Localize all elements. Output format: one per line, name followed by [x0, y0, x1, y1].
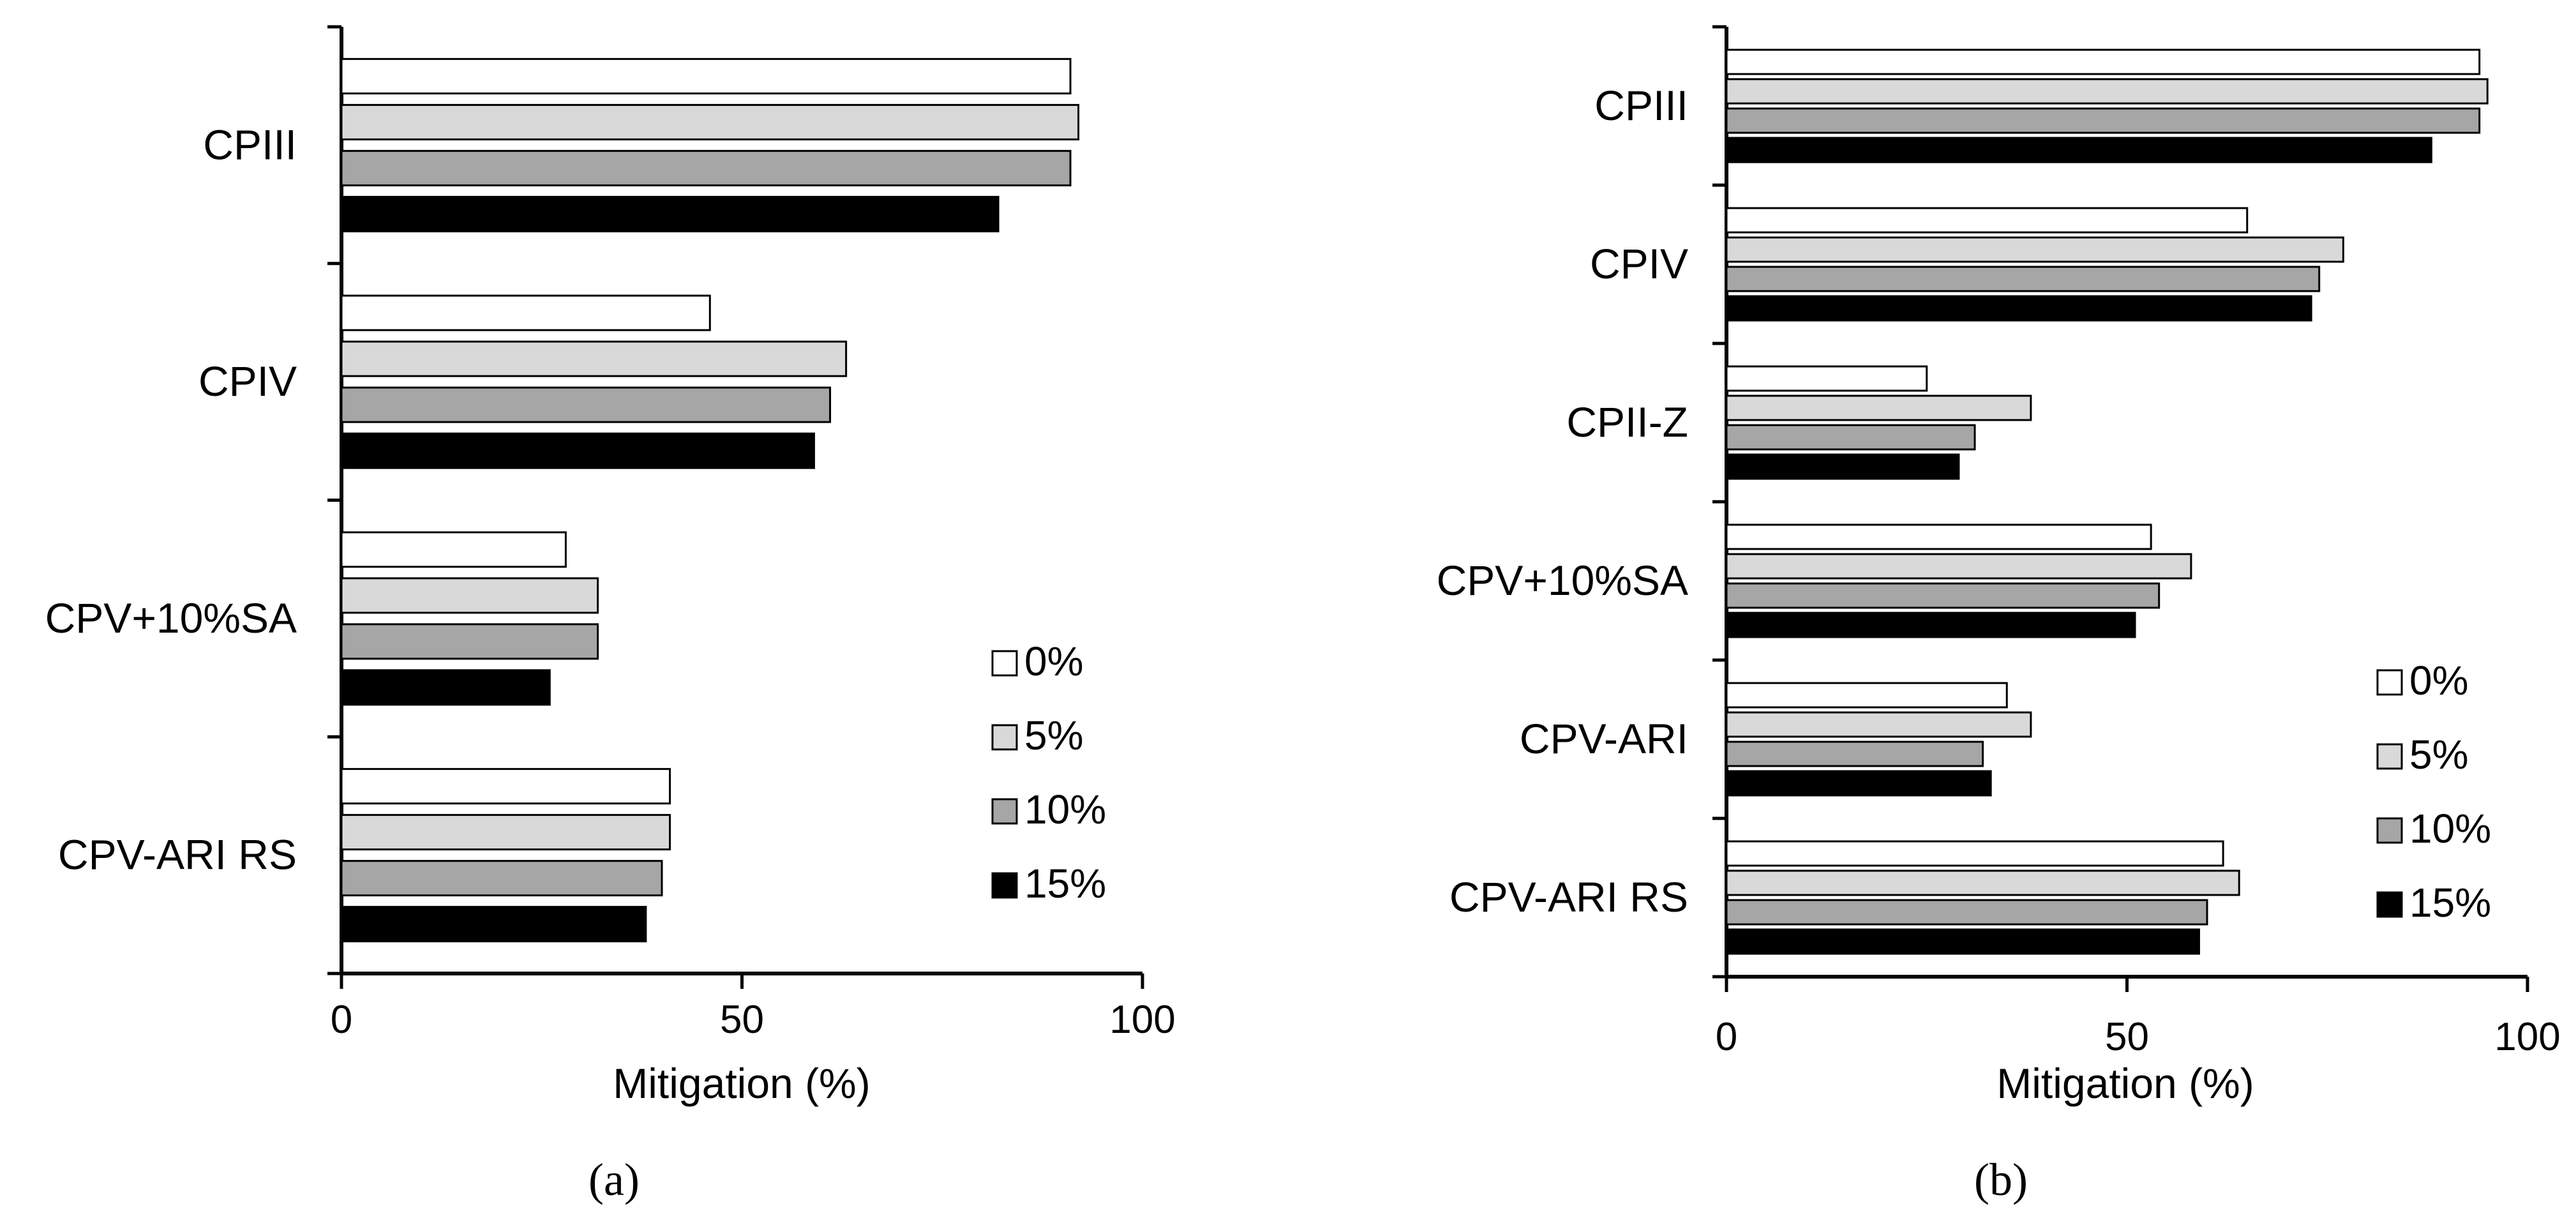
x-tick-label: 50 [2105, 1015, 2149, 1059]
bar-15pct [340, 669, 551, 706]
legend-swatch [2376, 891, 2403, 918]
x-tick-label: 100 [2494, 1015, 2560, 1059]
legend-label: 5% [2409, 732, 2469, 778]
legend-swatch [991, 872, 1018, 899]
bar-15pct [340, 906, 647, 943]
chart-panel-a: 0 50 100 Mitigation (%) (a) CPIII CPIV CPV+10%S… [45, 25, 1176, 1205]
bar-0pct [340, 768, 671, 805]
bar-10pct [1725, 899, 2208, 926]
bar-10pct [340, 149, 1072, 186]
bar-15pct [340, 432, 815, 469]
legend-label: 10% [2409, 806, 2491, 852]
bar-5pct [1725, 395, 2032, 421]
bar-5pct [1725, 711, 2032, 738]
legend-swatch [2376, 817, 2403, 844]
bar-10pct [1725, 424, 1976, 451]
bar-0pct [1725, 523, 2152, 550]
x-tick-label: 0 [331, 998, 352, 1042]
legend-swatch [991, 798, 1018, 825]
bar-0pct [1725, 840, 2224, 867]
bar-5pct [340, 814, 671, 851]
bar-10pct [1725, 266, 2321, 292]
bar-15pct [1725, 453, 1960, 480]
bar-15pct [1725, 928, 2200, 955]
bar-10pct [1725, 741, 1984, 767]
category-label: CPV-ARI RS [1449, 873, 1688, 921]
legend-label: 15% [2409, 880, 2491, 926]
legend-label: 0% [2409, 658, 2469, 703]
bar-10pct [340, 623, 599, 660]
category-label: CPIV [1590, 240, 1688, 287]
legend-swatch [991, 724, 1018, 751]
bar-0pct [340, 531, 567, 568]
legend-label: 15% [1024, 861, 1106, 906]
bar-5pct [340, 577, 599, 614]
bar-5pct [1725, 553, 2192, 580]
bar-10pct [1725, 582, 2160, 609]
legend-swatch [991, 650, 1018, 677]
bar-10pct [340, 860, 663, 897]
bar-0pct [1725, 207, 2249, 234]
legend-label: 10% [1024, 786, 1106, 832]
x-axis-title: Mitigation (%) [613, 1060, 870, 1107]
bar-5pct [1725, 78, 2489, 105]
bar-0pct [1725, 365, 1928, 392]
chart-panel-b: 0 50 100 Mitigation (%) (b) CPIII CPIV CPII-Z CP… [1437, 25, 2561, 1205]
bar-10pct [1725, 107, 2481, 134]
bar-0pct [1725, 682, 2008, 709]
category-label: CPV-ARI [1520, 715, 1688, 762]
category-label: CPII-Z [1566, 398, 1688, 446]
bar-0pct [340, 294, 711, 331]
legend-swatch [2376, 743, 2403, 770]
panel-label: (a) [588, 1154, 640, 1205]
bar-10pct [340, 386, 832, 423]
x-tick-label: 100 [1109, 998, 1175, 1042]
bar-15pct [1725, 770, 1992, 797]
panel-label: (b) [1974, 1154, 2028, 1205]
x-tick-label: 50 [720, 998, 764, 1042]
category-label: CPV+10%SA [45, 594, 297, 642]
legend-label: 5% [1024, 712, 1084, 758]
category-label: CPV-ARI RS [58, 831, 297, 878]
bar-5pct [1725, 236, 2344, 263]
x-axis-title: Mitigation (%) [1996, 1060, 2254, 1107]
x-tick-label: 0 [1716, 1015, 1737, 1059]
bar-15pct [340, 195, 1000, 232]
bar-5pct [1725, 869, 2240, 896]
bar-15pct [1725, 137, 2432, 163]
legend-label: 0% [1024, 638, 1084, 684]
category-label: CPIII [203, 121, 297, 168]
bar-15pct [1725, 612, 2136, 638]
bar-5pct [340, 103, 1080, 140]
category-label: CPIV [198, 357, 297, 405]
legend-swatch [2376, 669, 2403, 696]
bar-5pct [340, 340, 848, 377]
bar-0pct [340, 57, 1072, 94]
bar-15pct [1725, 295, 2312, 322]
category-label: CPV+10%SA [1437, 557, 1688, 604]
category-label: CPIII [1594, 82, 1688, 129]
bar-0pct [1725, 49, 2481, 75]
